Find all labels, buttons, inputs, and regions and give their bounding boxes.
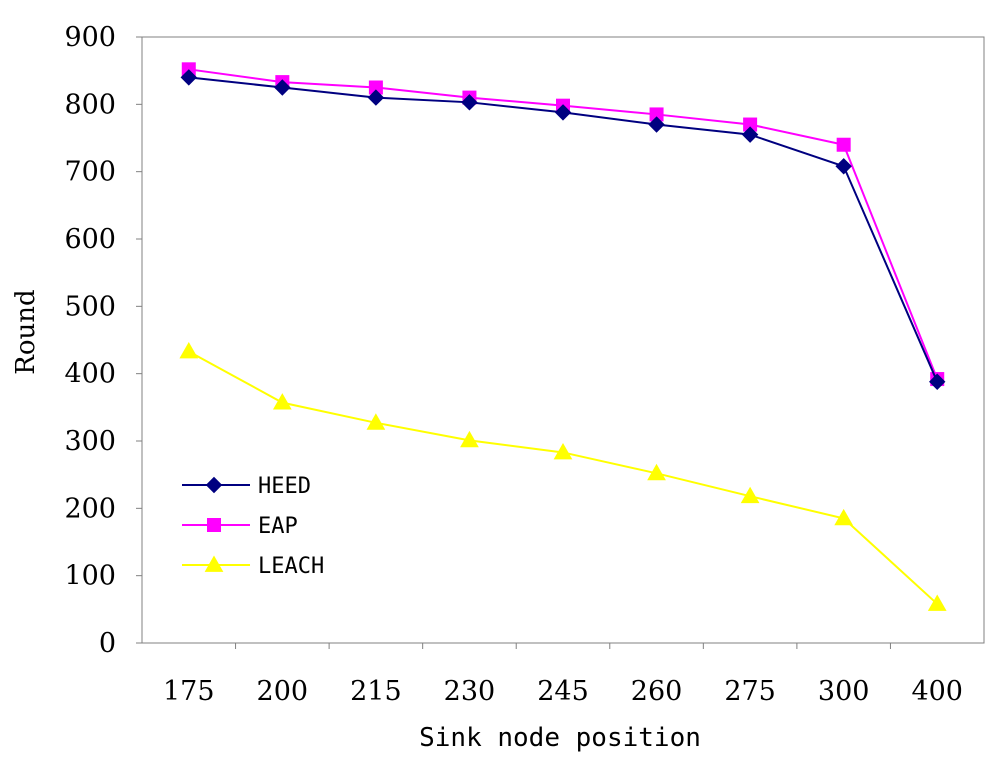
series-layer: [179, 62, 947, 611]
data-point-leach: [460, 430, 479, 448]
x-tick-label: 230: [444, 676, 496, 707]
data-point-heed: [461, 94, 478, 111]
plot-area: [141, 36, 985, 644]
legend: HEED EAP LEACH: [182, 474, 324, 579]
x-tick-label: 260: [631, 676, 683, 707]
data-point-heed: [180, 69, 197, 86]
data-point-leach: [834, 508, 854, 526]
legend-label-leach: LEACH: [258, 554, 324, 579]
x-tick-label: 275: [724, 676, 776, 707]
y-tick-label: 700: [64, 157, 116, 188]
data-point-heed: [835, 158, 852, 175]
data-point-heed: [274, 79, 291, 96]
data-point-leach: [366, 413, 386, 430]
legend-item-heed: HEED: [182, 474, 311, 499]
legend-label-heed: HEED: [258, 474, 311, 499]
legend-marker-leach: [204, 555, 224, 572]
data-point-heed: [554, 104, 572, 121]
x-tick-label: 200: [257, 676, 309, 707]
legend-item-leach: LEACH: [182, 554, 324, 579]
legend-marker-eap: [207, 518, 221, 532]
series-heed: [180, 69, 946, 390]
y-tick-label: 600: [64, 224, 116, 255]
data-point-leach: [272, 393, 292, 410]
series-leach: [179, 341, 947, 611]
y-tick-label: 500: [64, 291, 116, 322]
data-point-heed: [741, 126, 759, 143]
legend-marker-heed: [205, 476, 223, 494]
data-point-heed: [367, 89, 385, 106]
data-point-leach: [647, 463, 666, 481]
y-tick-label: 100: [64, 561, 116, 592]
data-point-leach: [927, 594, 947, 611]
x-tick-label: 175: [163, 676, 215, 707]
y-tick-label: 800: [64, 89, 116, 120]
data-point-eap: [836, 137, 851, 152]
y-tick-label: 0: [99, 628, 116, 659]
x-axis: 175 200 215 230 245 260 275 300 400: [163, 643, 963, 707]
data-point-leach: [740, 486, 760, 504]
y-axis-title: Round: [11, 289, 41, 374]
data-point-heed: [648, 116, 665, 133]
x-tick-label: 300: [818, 676, 870, 707]
y-tick-label: 400: [64, 359, 116, 390]
x-tick-label: 215: [350, 676, 402, 707]
x-tick-label: 245: [537, 676, 589, 707]
y-tick-label: 900: [64, 22, 116, 53]
y-tick-label: 200: [64, 493, 116, 524]
y-tick-label: 300: [64, 426, 116, 457]
data-point-leach: [553, 442, 573, 460]
data-point-leach: [179, 341, 199, 359]
y-axis: 0 100 200 300 400 500 600 700 800 900: [64, 22, 142, 659]
data-point-heed: [929, 373, 946, 390]
x-tick-label: 400: [911, 676, 963, 707]
legend-item-eap: EAP: [182, 514, 298, 539]
legend-label-eap: EAP: [258, 514, 298, 539]
x-axis-title: Sink node position: [419, 723, 701, 753]
